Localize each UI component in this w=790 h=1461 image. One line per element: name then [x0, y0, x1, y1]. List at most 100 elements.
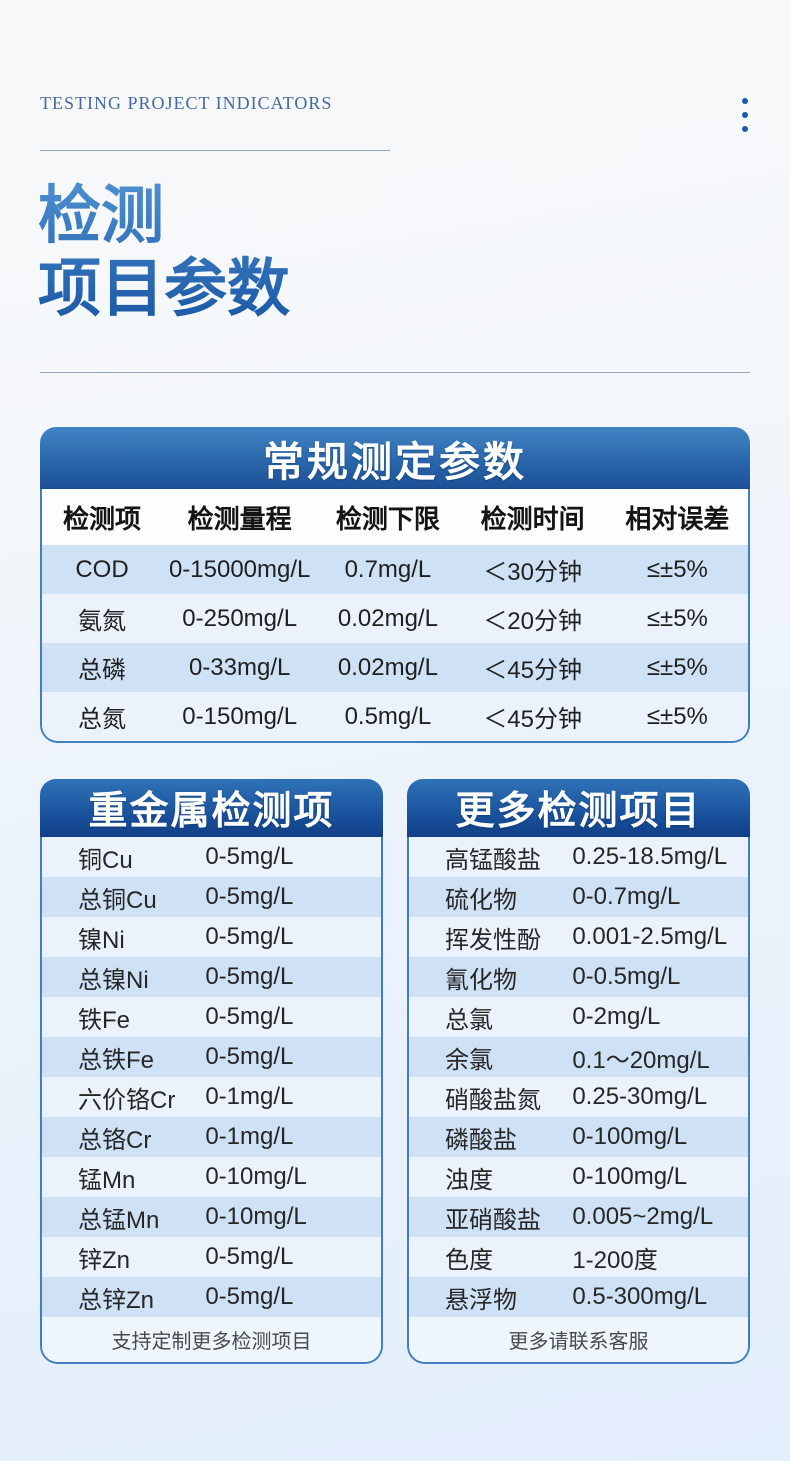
heavy-metal-cell: 锰Mn [42, 1157, 202, 1197]
column-header: 检测项 [42, 489, 163, 545]
more-items-cell: 0-100mg/L [568, 1117, 748, 1157]
heavy-metal-cell: 0-10mg/L [201, 1197, 381, 1237]
column-header: 相对误差 [606, 489, 748, 545]
heavy-metal-cell: 0-5mg/L [201, 1237, 381, 1277]
main-table-cell: 0.02mg/L [317, 643, 459, 692]
heavy-metal-cell: 0-10mg/L [201, 1157, 381, 1197]
more-items-cell: 1-200度 [568, 1237, 748, 1277]
main-table-row: COD 0-15000mg/L 0.7mg/L ＜30分钟 ≤±5% [42, 545, 748, 594]
more-items-table: 高锰酸盐 0.25-18.5mg/L 硫化物 0-0.7mg/L 挥发性酚 0.001-2… [409, 837, 748, 1317]
more-items-cell: 0.005~2mg/L [568, 1197, 748, 1237]
main-table-cell: 0-33mg/L [162, 643, 318, 692]
more-items-cell: 0-100mg/L [568, 1157, 748, 1197]
dot [742, 126, 748, 132]
more-items-row: 挥发性酚 0.001-2.5mg/L [409, 917, 748, 957]
main-table-cell: ≤±5% [606, 594, 748, 643]
main-table-cell: COD [42, 545, 163, 594]
column-header: 检测时间 [458, 489, 607, 545]
heavy-metal-cell: 0-1mg/L [201, 1077, 381, 1117]
more-items-cell: 磷酸盐 [409, 1117, 569, 1157]
more-items-row: 亚硝酸盐 0.005~2mg/L [409, 1197, 748, 1237]
heavy-metal-cell: 0-1mg/L [201, 1117, 381, 1157]
more-items-cell: 挥发性酚 [409, 917, 569, 957]
column-header: 检测量程 [162, 489, 318, 545]
main-parameters-table: 检测项 检测量程 检测下限 检测时间 相对误差 COD 0-15000mg/L 0.… [42, 489, 748, 741]
more-items-cell: 硝酸盐氮 [409, 1077, 569, 1117]
heavy-metal-cell: 镍Ni [42, 917, 202, 957]
heavy-metal-cell: 铜Cu [42, 837, 202, 877]
more-items-cell: 亚硝酸盐 [409, 1197, 569, 1237]
main-table-cell: 0.5mg/L [317, 692, 459, 741]
dot [742, 112, 748, 118]
main-table-cell: ≤±5% [606, 545, 748, 594]
main-table-cell: ＜45分钟 [458, 692, 607, 741]
more-items-row: 总氯 0-2mg/L [409, 997, 748, 1037]
main-table-cell: ≤±5% [606, 643, 748, 692]
more-items-body: 高锰酸盐 0.25-18.5mg/L 硫化物 0-0.7mg/L 挥发性酚 0.001-2… [407, 837, 750, 1364]
main-table-cell: ＜20分钟 [458, 594, 607, 643]
main-table-cell: ＜30分钟 [458, 545, 607, 594]
main-table-row: 总磷 0-33mg/L 0.02mg/L ＜45分钟 ≤±5% [42, 643, 748, 692]
eyebrow-label: TESTING PROJECT INDICATORS [40, 93, 333, 113]
more-items-cell: 0-0.5mg/L [568, 957, 748, 997]
main-table-cell: ≤±5% [606, 692, 748, 741]
more-items-footer: 更多请联系客服 [409, 1317, 748, 1362]
more-items-cell: 色度 [409, 1237, 569, 1277]
main-table-body: 检测项 检测量程 检测下限 检测时间 相对误差 COD 0-15000mg/L 0.… [40, 489, 750, 743]
more-items-row: 高锰酸盐 0.25-18.5mg/L [409, 837, 748, 877]
main-table-cell: 总磷 [42, 643, 163, 692]
heavy-metal-title: 重金属检测项 [40, 779, 383, 837]
more-items-cell: 0.1～20mg/L [568, 1037, 748, 1077]
main-table-title: 常规测定参数 [40, 427, 750, 489]
heavy-metal-cell: 总锌Zn [42, 1277, 202, 1317]
more-items-cell: 硫化物 [409, 877, 569, 917]
heavy-metal-row: 总铜Cu 0-5mg/L [42, 877, 381, 917]
heavy-metal-cell: 总铜Cu [42, 877, 202, 917]
heavy-metal-cell: 总铬Cr [42, 1117, 202, 1157]
more-items-cell: 0-2mg/L [568, 997, 748, 1037]
more-items-row: 悬浮物 0.5-300mg/L [409, 1277, 748, 1317]
heavy-metal-card: 重金属检测项 铜Cu 0-5mg/L 总铜Cu 0-5mg/L 镍Ni 0-5mg/L 总镍… [40, 779, 383, 1364]
more-items-cell: 总氯 [409, 997, 569, 1037]
more-items-row: 磷酸盐 0-100mg/L [409, 1117, 748, 1157]
more-items-cell: 浊度 [409, 1157, 569, 1197]
more-items-row: 硫化物 0-0.7mg/L [409, 877, 748, 917]
heavy-metal-row: 总镍Ni 0-5mg/L [42, 957, 381, 997]
more-items-cell: 余氯 [409, 1037, 569, 1077]
heavy-metal-cell: 0-5mg/L [201, 997, 381, 1037]
main-table-cell: 0-250mg/L [162, 594, 318, 643]
heavy-metal-cell: 0-5mg/L [201, 917, 381, 957]
main-table-cell: 0.02mg/L [317, 594, 459, 643]
more-items-row: 色度 1-200度 [409, 1237, 748, 1277]
heavy-metal-row: 总铁Fe 0-5mg/L [42, 1037, 381, 1077]
dot [742, 98, 748, 104]
more-items-cell: 0.25-30mg/L [568, 1077, 748, 1117]
more-items-cell: 氰化物 [409, 957, 569, 997]
heavy-metal-cell: 0-5mg/L [201, 837, 381, 877]
heavy-metal-row: 总铬Cr 0-1mg/L [42, 1117, 381, 1157]
heavy-metal-cell: 铁Fe [42, 997, 202, 1037]
main-table-cell: 氨氮 [42, 594, 163, 643]
column-header: 检测下限 [317, 489, 459, 545]
main-table-cell: 0-150mg/L [162, 692, 318, 741]
main-table-cell: 总氮 [42, 692, 163, 741]
heavy-metal-cell: 0-5mg/L [201, 1037, 381, 1077]
main-table-cell: 0.7mg/L [317, 545, 459, 594]
more-items-cell: 0.25-18.5mg/L [568, 837, 748, 877]
main-table-row: 总氮 0-150mg/L 0.5mg/L ＜45分钟 ≤±5% [42, 692, 748, 741]
heavy-metal-table: 铜Cu 0-5mg/L 总铜Cu 0-5mg/L 镍Ni 0-5mg/L 总镍Ni 0-5mg… [42, 837, 381, 1317]
main-table-row: 氨氮 0-250mg/L 0.02mg/L ＜20分钟 ≤±5% [42, 594, 748, 643]
divider [40, 150, 390, 151]
heavy-metal-cell: 六价铬Cr [42, 1077, 202, 1117]
more-items-cell: 0.5-300mg/L [568, 1277, 748, 1317]
more-items-row: 硝酸盐氮 0.25-30mg/L [409, 1077, 748, 1117]
heavy-metal-row: 铜Cu 0-5mg/L [42, 837, 381, 877]
heavy-metal-row: 六价铬Cr 0-1mg/L [42, 1077, 381, 1117]
vertical-ellipsis-icon [742, 98, 748, 132]
heavy-metal-row: 总锰Mn 0-10mg/L [42, 1197, 381, 1237]
detail-cards-row: 重金属检测项 铜Cu 0-5mg/L 总铜Cu 0-5mg/L 镍Ni 0-5mg/L 总镍… [40, 779, 750, 1364]
more-items-cell: 0.001-2.5mg/L [568, 917, 748, 957]
heavy-metal-row: 镍Ni 0-5mg/L [42, 917, 381, 957]
heavy-metal-cell: 总镍Ni [42, 957, 202, 997]
page-title-line2: 项目参数 [38, 254, 290, 325]
